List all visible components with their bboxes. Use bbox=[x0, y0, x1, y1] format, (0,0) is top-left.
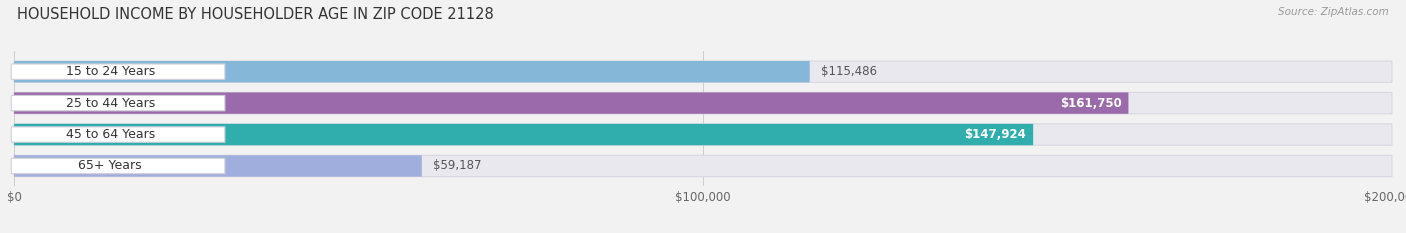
FancyBboxPatch shape bbox=[14, 124, 1033, 145]
Text: $115,486: $115,486 bbox=[821, 65, 877, 78]
FancyBboxPatch shape bbox=[11, 96, 225, 111]
Text: 65+ Years: 65+ Years bbox=[79, 159, 142, 172]
FancyBboxPatch shape bbox=[11, 127, 225, 142]
Text: Source: ZipAtlas.com: Source: ZipAtlas.com bbox=[1278, 7, 1389, 17]
FancyBboxPatch shape bbox=[14, 93, 1129, 114]
Text: 15 to 24 Years: 15 to 24 Years bbox=[66, 65, 155, 78]
FancyBboxPatch shape bbox=[14, 155, 1392, 177]
Text: 25 to 44 Years: 25 to 44 Years bbox=[66, 97, 155, 110]
Text: $147,924: $147,924 bbox=[965, 128, 1026, 141]
FancyBboxPatch shape bbox=[14, 155, 422, 177]
Text: $161,750: $161,750 bbox=[1060, 97, 1122, 110]
Text: $59,187: $59,187 bbox=[433, 159, 481, 172]
FancyBboxPatch shape bbox=[14, 93, 1392, 114]
Text: HOUSEHOLD INCOME BY HOUSEHOLDER AGE IN ZIP CODE 21128: HOUSEHOLD INCOME BY HOUSEHOLDER AGE IN Z… bbox=[17, 7, 494, 22]
FancyBboxPatch shape bbox=[11, 158, 225, 174]
FancyBboxPatch shape bbox=[14, 61, 1392, 82]
Text: 45 to 64 Years: 45 to 64 Years bbox=[66, 128, 155, 141]
FancyBboxPatch shape bbox=[11, 64, 225, 79]
FancyBboxPatch shape bbox=[14, 124, 1392, 145]
FancyBboxPatch shape bbox=[14, 61, 810, 82]
